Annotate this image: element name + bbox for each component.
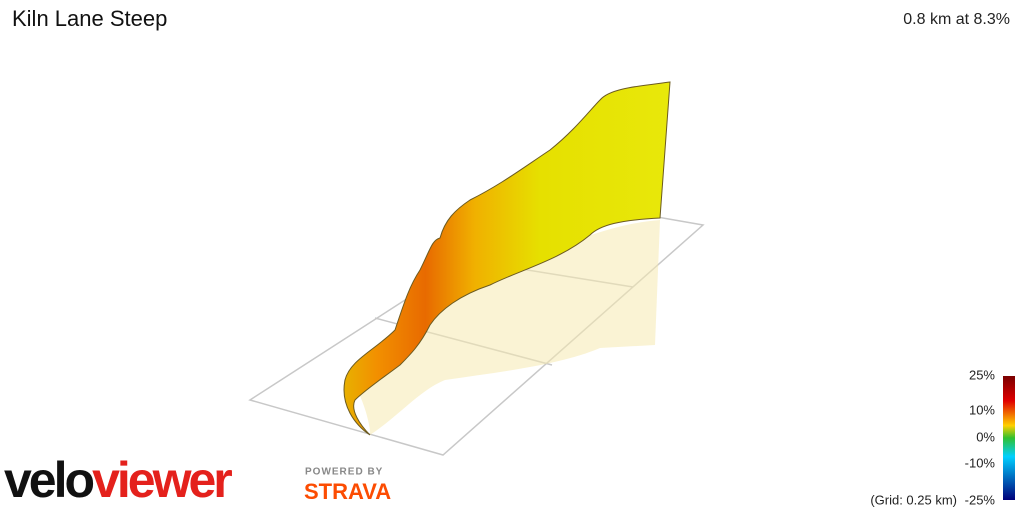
elevation-wall — [343, 81, 671, 436]
scale-label: 0% — [976, 429, 995, 444]
scale-label: -10% — [965, 455, 996, 470]
powered-by: POWERED BY — [305, 467, 383, 478]
logo: veloviewer — [4, 452, 232, 508]
strava-logo: STRAVA — [304, 479, 391, 504]
scale-label: -25% — [965, 492, 996, 507]
gradient-scale — [1003, 376, 1015, 500]
summary: 0.8 km at 8.3% — [903, 11, 1010, 28]
shadow — [345, 220, 660, 435]
scale-label: 25% — [969, 367, 995, 382]
title: Kiln Lane Steep — [12, 6, 167, 31]
scale-label: 10% — [969, 402, 995, 417]
logo-part: velo — [4, 452, 94, 508]
logo-part: viewer — [92, 452, 232, 508]
grid-note: (Grid: 0.25 km) — [870, 492, 957, 507]
